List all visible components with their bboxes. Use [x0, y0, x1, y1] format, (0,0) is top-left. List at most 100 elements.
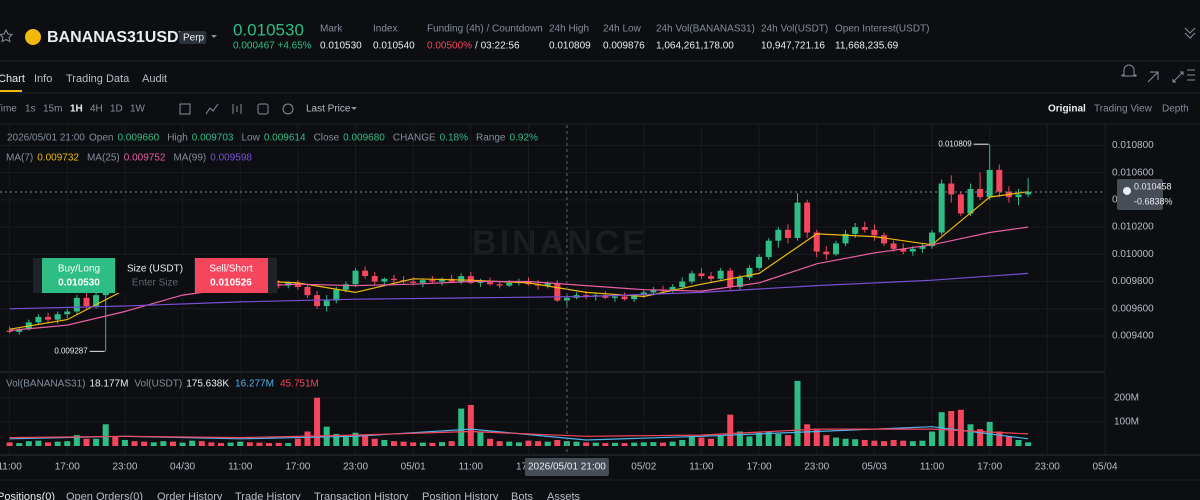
- volume-bar: [515, 442, 522, 446]
- tab[interactable]: Info: [34, 73, 52, 85]
- volume-bar: [631, 442, 638, 446]
- bottom-tab[interactable]: Order History: [157, 491, 223, 500]
- bottom-tab[interactable]: Trade History: [235, 491, 301, 500]
- indicator-icon[interactable]: [205, 103, 219, 115]
- candle-body: [746, 267, 753, 278]
- star-icon[interactable]: [0, 28, 14, 43]
- x-tick-label: 11:00: [689, 462, 714, 473]
- stat-value: 0.00500%: [427, 41, 472, 52]
- volume-bar: [467, 404, 474, 446]
- candle-body: [487, 281, 494, 285]
- buy-price[interactable]: 0.010530: [58, 278, 100, 289]
- volume-bar: [784, 435, 791, 446]
- candle-body: [996, 169, 1003, 192]
- size-placeholder[interactable]: Enter Size: [132, 278, 179, 289]
- sell-price[interactable]: 0.010526: [210, 278, 252, 289]
- candle-body: [986, 169, 993, 198]
- interval[interactable]: 15m: [43, 104, 62, 115]
- volume-bar: [352, 432, 359, 446]
- volume-bar: [448, 441, 455, 446]
- settings-icon[interactable]: [282, 103, 294, 115]
- bottom-tab[interactable]: Positions(0): [0, 491, 55, 500]
- x-tick-label: 11:00: [0, 462, 22, 473]
- volume-bar: [823, 435, 830, 446]
- buy-button[interactable]: [42, 258, 115, 293]
- volume-bar: [881, 441, 887, 446]
- legend-label: CHANGE: [393, 133, 436, 144]
- expand-icon[interactable]: [1147, 71, 1159, 83]
- last-price-label: 0.010458: [1134, 181, 1172, 191]
- volume-bar: [679, 439, 686, 446]
- bottom-tab[interactable]: Position History: [422, 491, 499, 500]
- y-tick-label: 0.010000: [1112, 249, 1154, 260]
- buy-label[interactable]: Buy/Long: [58, 264, 100, 275]
- view-option[interactable]: Depth: [1162, 104, 1189, 115]
- volume-bar: [121, 439, 128, 446]
- add-alert-icon[interactable]: [1123, 186, 1131, 195]
- candle-type-icon[interactable]: [232, 104, 242, 114]
- candle-body: [16, 329, 23, 332]
- volume-bar: [496, 441, 503, 446]
- volume-tick-label: 100M: [1114, 417, 1139, 428]
- interval[interactable]: 1H: [70, 104, 83, 115]
- contract-type: Perp: [183, 33, 205, 44]
- view-option[interactable]: Original: [1048, 104, 1086, 115]
- volume-bar: [73, 435, 80, 446]
- bottom-tab[interactable]: Transaction History: [314, 491, 409, 500]
- candle-body: [804, 202, 811, 233]
- candle-body: [1015, 194, 1022, 198]
- menu-icon[interactable]: [1187, 69, 1195, 81]
- calendar-icon[interactable]: [179, 103, 191, 115]
- legend-value: 0.009752: [124, 153, 166, 164]
- interval[interactable]: 4H: [90, 104, 103, 115]
- volume-bar: [419, 442, 426, 446]
- candle-body: [45, 316, 52, 320]
- view-option[interactable]: Trading View: [1094, 104, 1153, 115]
- price-type[interactable]: Last Price: [306, 104, 351, 115]
- bell-icon[interactable]: [1121, 64, 1137, 77]
- stat-extra: / 03:22:56: [475, 41, 520, 52]
- volume-bar: [611, 442, 618, 446]
- candle-body: [6, 330, 13, 332]
- size-input[interactable]: [116, 258, 194, 293]
- last-price-tag: [1117, 178, 1163, 210]
- contract-badge: [179, 31, 206, 44]
- volume-bar: [83, 438, 90, 446]
- candle-body: [35, 316, 42, 323]
- tab[interactable]: Trading Data: [66, 73, 130, 85]
- legend-value: 0.009732: [37, 153, 79, 164]
- candle-body: [419, 280, 426, 283]
- collapse-icon[interactable]: [1184, 27, 1196, 39]
- y-tick-label: 0.009600: [1112, 303, 1154, 314]
- dropdown-caret[interactable]: [351, 107, 357, 110]
- template-icon[interactable]: [257, 103, 269, 115]
- stat-value: 0.009876: [603, 41, 645, 52]
- candle-body: [890, 243, 897, 249]
- legend-value: 16.277M: [235, 379, 274, 390]
- interval[interactable]: 1D: [110, 104, 123, 115]
- tab[interactable]: Audit: [142, 73, 167, 85]
- tab[interactable]: Chart: [0, 73, 25, 85]
- bottom-tab[interactable]: Bots: [511, 491, 534, 500]
- candle-body: [679, 281, 686, 287]
- x-tick-label: 23:00: [343, 462, 368, 473]
- interval[interactable]: 1W: [130, 104, 146, 115]
- watermark: BINANCE: [472, 224, 648, 262]
- volume-bar: [717, 435, 724, 446]
- sell-button[interactable]: [195, 258, 268, 293]
- stat-label: 24h Low: [603, 24, 642, 35]
- y-tick-label: 0.009400: [1112, 331, 1154, 342]
- bottom-tab[interactable]: Assets: [547, 491, 581, 500]
- interval[interactable]: Time: [0, 104, 17, 115]
- stat-label: Funding (4h) / Countdown: [427, 24, 543, 35]
- bottom-tab[interactable]: Open Orders(0): [66, 491, 143, 500]
- volume-bar: [400, 441, 407, 446]
- candle-body: [688, 273, 695, 282]
- x-tick-label: 23:00: [112, 462, 137, 473]
- interval[interactable]: 1s: [25, 104, 36, 115]
- fullscreen-icon[interactable]: [1172, 71, 1184, 83]
- extreme-label: 0.010809: [938, 139, 972, 148]
- volume-bar: [640, 442, 647, 446]
- dropdown-caret[interactable]: [211, 35, 217, 38]
- sell-label[interactable]: Sell/Short: [209, 264, 253, 275]
